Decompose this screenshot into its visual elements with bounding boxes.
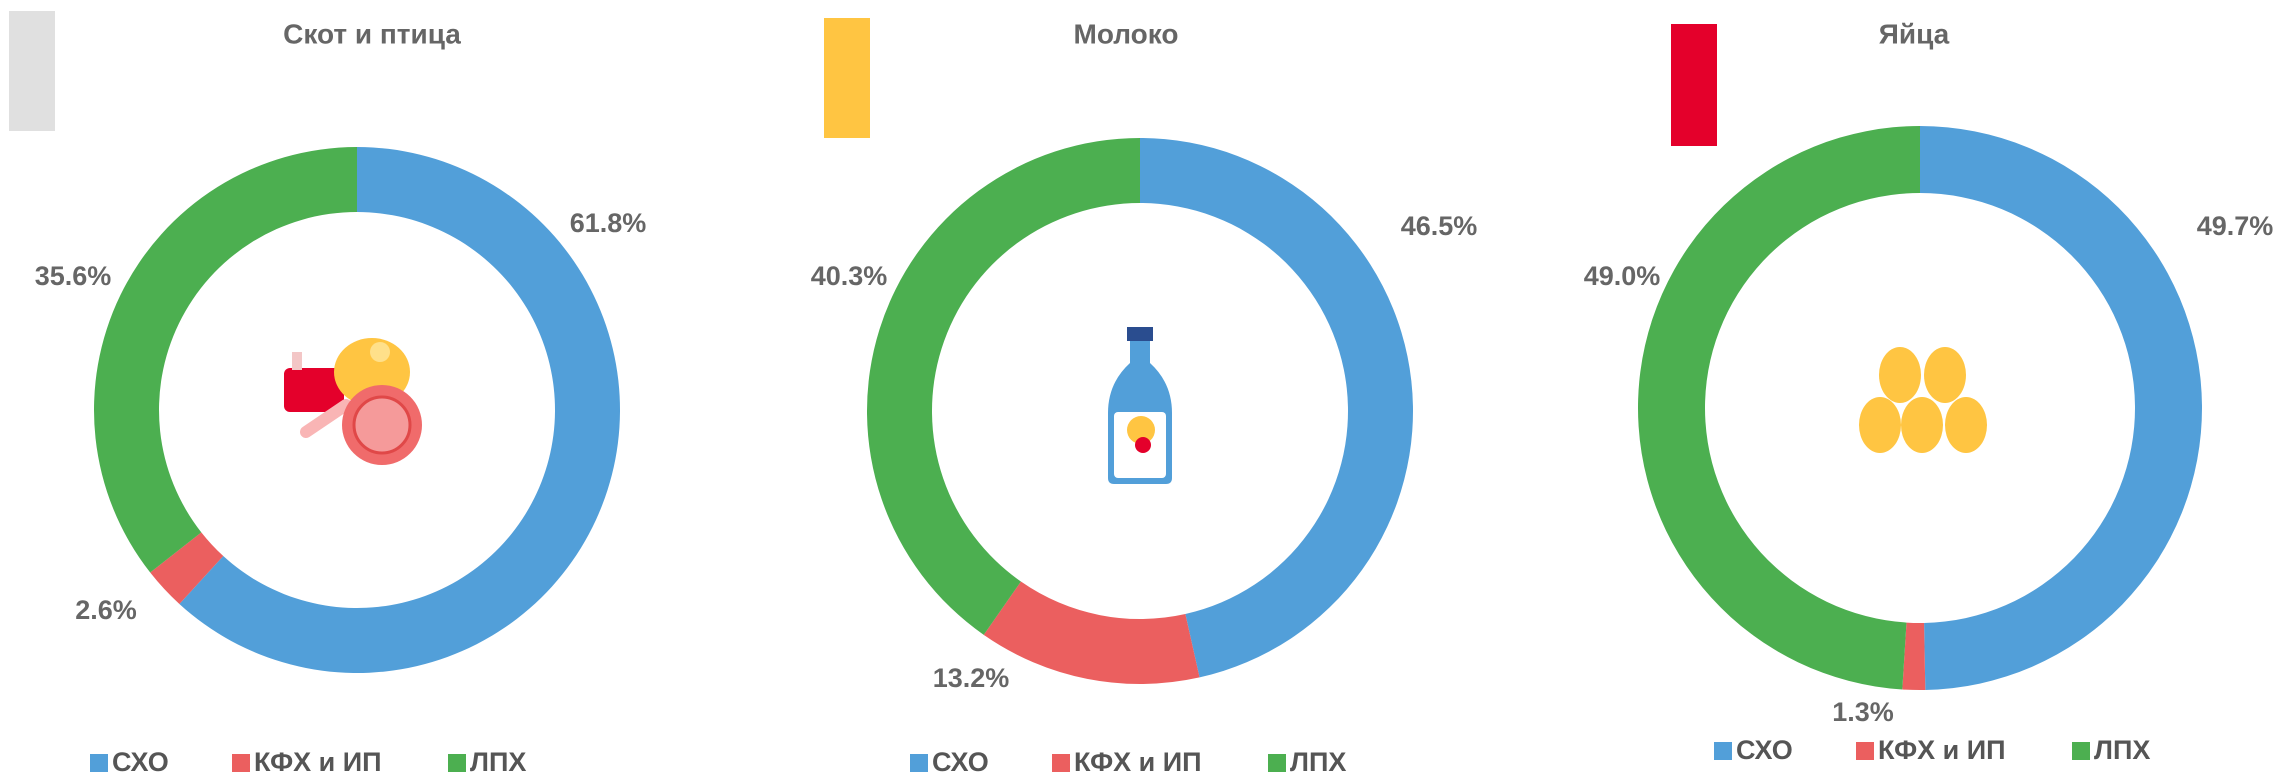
data-label: 1.3% <box>1832 697 1894 727</box>
chart-title: Яйца <box>1879 18 1950 49</box>
data-label: 13.2% <box>933 663 1010 693</box>
legend-label: ЛПХ <box>1290 747 1346 777</box>
legend-label: ЛПХ <box>2094 735 2150 765</box>
legend-swatch <box>910 754 928 772</box>
legend-label: КФХ и ИП <box>1074 747 1202 777</box>
chart-title: Молоко <box>1074 18 1179 49</box>
milk-icon <box>1108 327 1172 484</box>
donut-segment <box>1902 622 1926 691</box>
legend-swatch <box>232 754 250 772</box>
data-label: 61.8% <box>570 208 647 238</box>
data-label: 40.3% <box>811 261 888 291</box>
eggs-icon <box>1859 347 1987 453</box>
donut-segment <box>983 581 1200 684</box>
donut-segment <box>867 138 1140 635</box>
legend-swatch <box>1856 742 1874 760</box>
chart-title: Скот и птица <box>283 18 461 49</box>
decor-bar <box>1671 24 1717 146</box>
legend-label: СХО <box>932 747 989 777</box>
donut-segment <box>1920 126 2202 690</box>
meat-icon <box>284 338 422 465</box>
legend-swatch <box>1052 754 1070 772</box>
legend-label: КФХ и ИП <box>254 747 382 777</box>
legend-swatch <box>1268 754 1286 772</box>
donut-segment <box>150 532 224 604</box>
legend-swatch <box>448 754 466 772</box>
data-label: 49.7% <box>2197 211 2274 241</box>
donut-segment <box>1140 138 1414 678</box>
data-label: 49.0% <box>1584 261 1661 291</box>
legend-label: ЛПХ <box>470 747 526 777</box>
donut-segment <box>94 147 358 573</box>
legend-swatch <box>90 754 108 772</box>
donut-segment <box>179 147 621 673</box>
donut-segment <box>1637 126 1920 690</box>
legend-swatch <box>1714 742 1732 760</box>
data-label: 2.6% <box>75 595 137 625</box>
legend-swatch <box>2072 742 2090 760</box>
legend-label: КФХ и ИП <box>1878 735 2006 765</box>
legend-label: СХО <box>112 747 169 777</box>
legend-label: СХО <box>1736 735 1793 765</box>
decor-bar <box>9 11 55 131</box>
data-label: 35.6% <box>35 261 112 291</box>
data-label: 46.5% <box>1401 211 1478 241</box>
decor-bar <box>824 18 870 138</box>
